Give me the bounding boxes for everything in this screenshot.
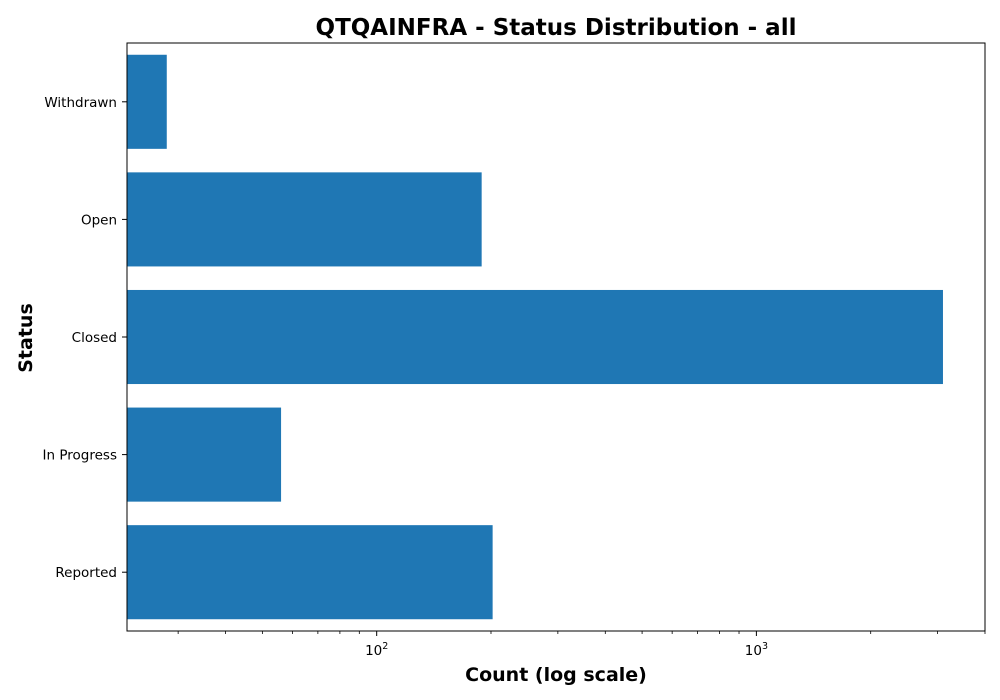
y-tick-label-closed: Closed <box>72 330 117 346</box>
chart-title: QTQAINFRA - Status Distribution - all <box>316 15 797 41</box>
plot-frame <box>126 42 986 632</box>
y-tick-label-reported: Reported <box>55 565 117 581</box>
x-tick-label: 102 <box>365 641 388 659</box>
plot-area: Reported In Progress Closed Open Withdrawn 10… <box>43 42 986 659</box>
y-tick-label-open: Open <box>81 212 117 228</box>
y-tick-label-withdrawn: Withdrawn <box>44 95 117 111</box>
x-axis-label: Count (log scale) <box>465 664 647 686</box>
bar-in-progress <box>127 407 282 502</box>
bar-closed <box>127 289 943 385</box>
y-axis-label: Status <box>15 303 37 373</box>
bar-withdrawn <box>127 54 167 149</box>
y-tick-label-in-progress: In Progress <box>43 448 117 464</box>
x-tick-label: 103 <box>745 641 768 659</box>
bar-open <box>127 172 482 267</box>
bar-reported <box>127 525 493 620</box>
